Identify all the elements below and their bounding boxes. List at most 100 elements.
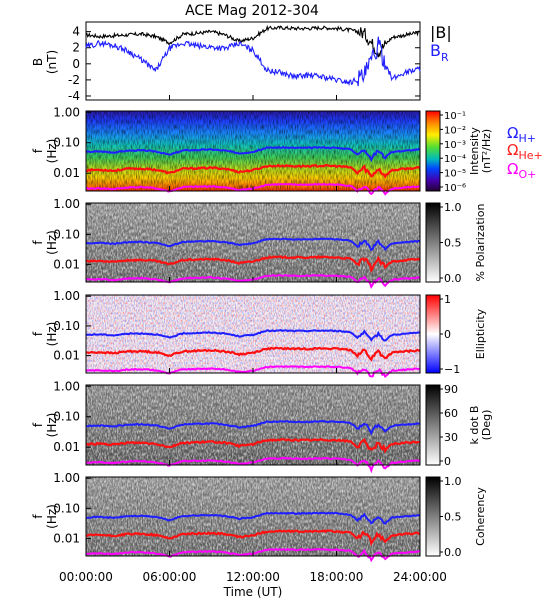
bfield-ytick-label: 2 — [72, 41, 80, 55]
gyro-line-h — [85, 420, 420, 436]
x-axis-label: Time (UT) — [223, 585, 283, 599]
freq-tick-label: 0.01 — [53, 166, 80, 180]
freq-tick-label: 0.01 — [53, 531, 80, 545]
gyro-legend: ΩH+ ΩHe+ ΩO+ — [507, 124, 543, 181]
colorbar-tick-label: 0.5 — [444, 237, 462, 250]
x-tick-2: 12:00:00 — [226, 570, 280, 584]
gyro-legend-o: ΩO+ — [507, 160, 536, 181]
freq-axis-label: f — [31, 331, 45, 336]
colorbar-tick-label: 10⁻² — [444, 125, 466, 136]
spectrogram-panels: 1.000.100.01f (Hz)10⁻¹10⁻²10⁻³10⁻⁴10⁻⁵10⁻… — [31, 105, 493, 563]
spectrogram-panel-3: 1.00 0.10 0.01 f (Hz) 1 0 −1 Ellipticity — [31, 289, 487, 379]
gyro-line-he — [85, 529, 420, 547]
gyro-line-h — [85, 145, 421, 163]
gyro-legend-he: ΩHe+ — [507, 141, 543, 162]
bfield-panel: 420-2-4 B (nT) |B| BR — [31, 21, 452, 103]
colorbar-tick-label: 10⁻⁵ — [444, 169, 466, 180]
x-tick-0: 00:00:00 — [59, 570, 113, 584]
colorbar-1 — [425, 110, 441, 192]
spectrogram-panel-5: 1.00 0.10 0.01 f (Hz) 1.0 0.5 0.0 Coherency — [31, 471, 487, 563]
series-line-bmag — [85, 24, 421, 58]
legend-br: BR — [430, 41, 449, 64]
colorbar-tick-label: 1.0 — [444, 201, 462, 214]
freq-tick-label: 1.00 — [53, 379, 80, 393]
bfield-ytick-label: 4 — [72, 25, 80, 39]
bfield-ytick-label: 0 — [72, 57, 80, 71]
gyro-line-he — [85, 346, 421, 362]
chart-title: ACE Mag 2012-304 — [185, 3, 319, 19]
bfield-y-ticks: 4 2 0 -2 -4 — [68, 25, 420, 103]
colorbar-tick-label: 0.5 — [444, 511, 462, 524]
freq-tick-label: 0.01 — [53, 440, 80, 454]
colorbar-units: (Deg) — [480, 410, 493, 441]
freq-tick-label: 0.10 — [53, 136, 80, 150]
freq-tick-label: 0.01 — [53, 257, 80, 271]
freq-tick-label: 0.10 — [53, 319, 80, 333]
colorbar-tick-label: 1.0 — [444, 475, 462, 488]
x-tick-4: 24:00:00 — [393, 570, 447, 584]
freq-axis-units: (Hz) — [45, 504, 59, 529]
colorbar-tick-label: 10⁻⁴ — [444, 154, 466, 165]
colorbar-3 — [425, 294, 441, 374]
x-tick-3: 18:00:00 — [310, 570, 364, 584]
colorbar-tick-label: 0.0 — [444, 546, 462, 559]
bfield-ytick-label: -2 — [68, 73, 80, 87]
colorbar-5 — [425, 476, 441, 557]
freq-axis-units: (Hz) — [45, 322, 59, 347]
gyro-legend-h: ΩH+ — [507, 124, 536, 145]
gyro-line-h — [85, 511, 421, 525]
spectrogram-panel-2: 1.00 0.10 0.01 f (Hz) 1.0 0.5 0.0 % Polarization — [31, 197, 487, 289]
freq-tick-label: 0.10 — [53, 501, 80, 515]
freq-axis-label: f — [31, 514, 45, 519]
colorbar-label: Coherency — [474, 487, 487, 546]
freq-axis-units: (Hz) — [45, 413, 59, 438]
colorbar-4 — [425, 384, 441, 466]
spectrogram-panel-1: 1.00 0.10 0.01 f (Hz) 10⁻¹ 10⁻² 10⁻³ 10⁻⁴ 10⁻⁵ 10⁻… — [31, 105, 493, 196]
colorbar-tick-label: 90 — [444, 383, 458, 396]
colorbar-tick-label: 0 — [444, 455, 451, 468]
spectrogram-panel-4: 1.00 0.10 0.01 f (Hz) 90 60 30 0 k dot B (Deg) — [31, 379, 493, 474]
gyro-line-he — [85, 254, 421, 274]
colorbar-label: Ellipticity — [474, 308, 487, 359]
gyro-line-h — [85, 237, 421, 252]
colorbar-tick-label: 60 — [444, 407, 458, 420]
legend-bmag: |B| — [430, 23, 452, 42]
freq-axis-label: f — [31, 240, 45, 245]
colorbar-tick-label: 10⁻¹ — [444, 111, 466, 122]
freq-axis-units: (Hz) — [45, 139, 59, 164]
x-axis: 00:00:00 06:00:00 12:00:00 18:00:00 24:0… — [59, 95, 447, 599]
colorbar-tick-label: 30 — [444, 431, 458, 444]
freq-axis-label: f — [31, 422, 45, 427]
series-line-br — [85, 36, 421, 87]
colorbar-tick-label: 10⁻⁶ — [444, 183, 466, 194]
gyro-line-h — [85, 329, 420, 342]
x-tick-1: 06:00:00 — [143, 570, 197, 584]
bfield-ylabel: B — [31, 58, 45, 66]
freq-tick-label: 1.00 — [53, 105, 80, 119]
colorbar-label: Intensity — [468, 127, 481, 175]
colorbar-2 — [425, 202, 441, 283]
colorbar-tick-label: 10⁻³ — [444, 140, 466, 151]
freq-axis-label: f — [31, 148, 45, 153]
bfield-yunits: (nT) — [45, 50, 59, 74]
colorbar-tick-label: 1 — [444, 293, 451, 306]
colorbar-label: % Polarization — [474, 204, 487, 282]
freq-tick-label: 0.01 — [53, 349, 80, 363]
freq-axis-units: (Hz) — [45, 230, 59, 255]
legend-br-subscript: R — [441, 51, 449, 64]
gyro-line-he — [85, 437, 421, 454]
legend-br-symbol: B — [430, 41, 441, 60]
colorbar-units: (nT²/Hz) — [480, 129, 493, 173]
freq-tick-label: 0.10 — [53, 410, 80, 424]
colorbar-tick-label: 0 — [444, 328, 451, 341]
freq-tick-label: 1.00 — [53, 289, 80, 303]
freq-tick-label: 1.00 — [53, 197, 80, 211]
colorbar-tick-label: 0.0 — [444, 272, 462, 285]
bfield-ytick-label: -4 — [68, 89, 80, 103]
colorbar-label: k dot B — [468, 406, 481, 445]
gyro-line-he — [85, 163, 421, 179]
freq-tick-label: 0.10 — [53, 227, 80, 241]
colorbar-tick-label: −1 — [444, 363, 460, 376]
freq-tick-label: 1.00 — [53, 471, 80, 485]
